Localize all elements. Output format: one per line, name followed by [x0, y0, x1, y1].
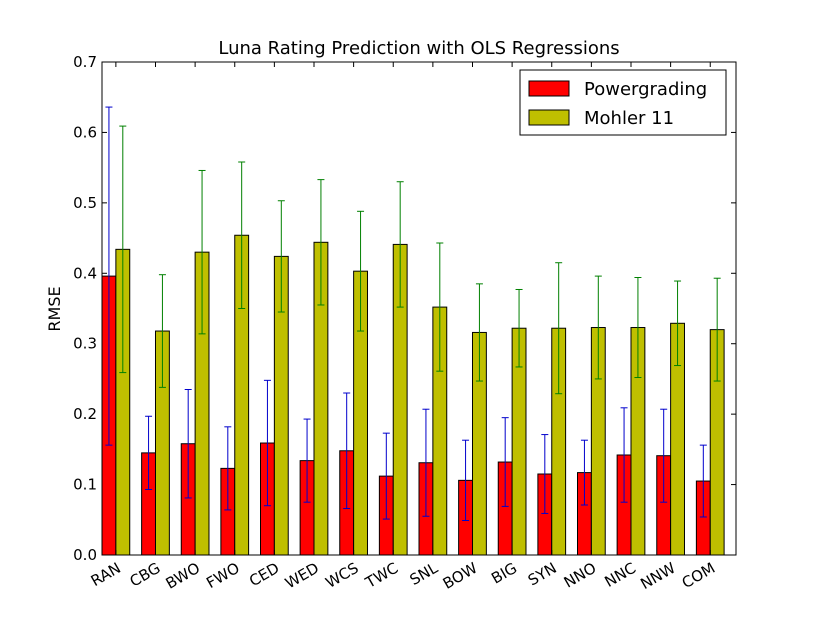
y-tick-label: 0.2	[73, 405, 97, 423]
legend-label-mohler: Mohler 11	[584, 108, 674, 129]
y-tick-label: 0.6	[73, 123, 97, 141]
y-tick-label: 0.5	[73, 194, 97, 212]
y-axis-label: RMSE	[45, 286, 64, 331]
y-tick-label: 0.3	[73, 335, 97, 353]
legend-label-powergrading: Powergrading	[584, 79, 707, 100]
y-tick-label: 0.0	[73, 546, 97, 564]
legend-swatch-mohler	[528, 109, 570, 126]
legend-swatch-powergrading	[528, 80, 570, 97]
chart-title: Luna Rating Prediction with OLS Regressi…	[218, 38, 619, 59]
plot-frame	[101, 61, 737, 556]
y-tick-label: 0.1	[73, 476, 97, 494]
y-tick-label: 0.7	[73, 53, 97, 71]
legend: Powergrading Mohler 11	[519, 69, 727, 136]
y-tick-label: 0.4	[73, 264, 97, 282]
